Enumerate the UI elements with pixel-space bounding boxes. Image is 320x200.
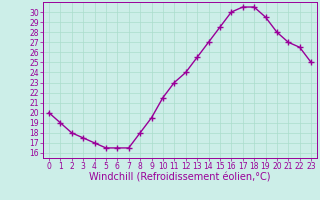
X-axis label: Windchill (Refroidissement éolien,°C): Windchill (Refroidissement éolien,°C): [89, 173, 271, 183]
